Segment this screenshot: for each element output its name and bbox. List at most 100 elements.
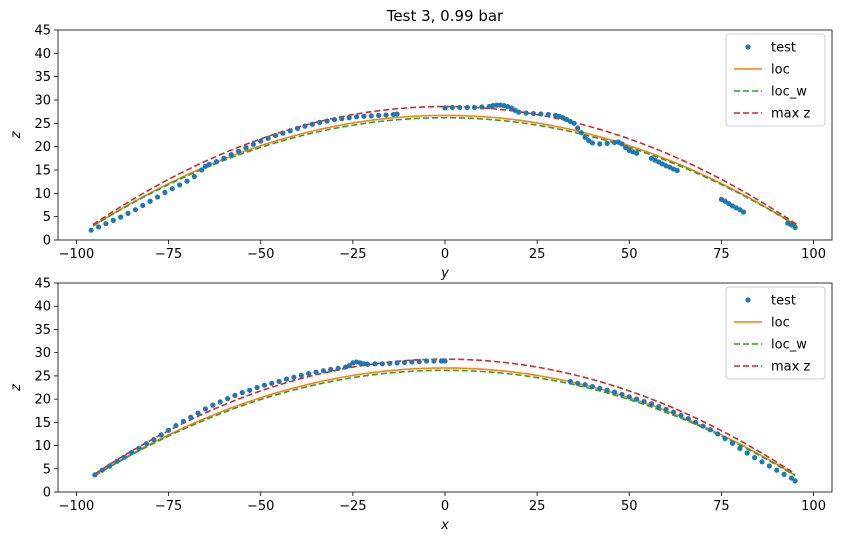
x-tick-label: −75 <box>155 499 182 514</box>
data-point <box>571 120 577 126</box>
x-tick-label: 25 <box>529 499 546 514</box>
data-point <box>766 463 772 469</box>
data-point <box>287 128 293 134</box>
y-tick-label: 15 <box>34 164 51 179</box>
x-tick-label: −25 <box>339 499 366 514</box>
y-tick-label: 5 <box>43 462 51 477</box>
data-point <box>228 152 234 158</box>
data-point <box>387 360 393 366</box>
y-tick-label: 45 <box>34 24 51 39</box>
data-point <box>523 110 529 116</box>
data-point <box>623 145 629 151</box>
data-point <box>597 385 603 392</box>
data-point <box>250 141 256 147</box>
data-point <box>626 394 632 400</box>
data-point <box>132 207 138 213</box>
data-point <box>353 114 360 120</box>
x-tick-label: 75 <box>713 247 730 262</box>
y-tick-label: 0 <box>43 486 51 501</box>
legend-marker-test <box>745 44 751 50</box>
data-point <box>715 431 721 437</box>
data-point <box>674 167 680 174</box>
data-point <box>136 445 142 451</box>
data-point <box>335 365 341 372</box>
legend-entry-label: loc_w <box>771 338 807 353</box>
y-tick-label: 30 <box>34 346 51 361</box>
data-point <box>221 155 227 161</box>
data-point <box>693 419 699 425</box>
legend-entry-label: test <box>771 41 796 56</box>
chart-title: Test 3, 0.99 bar <box>386 7 504 25</box>
data-point <box>158 432 164 438</box>
data-point <box>774 467 780 473</box>
data-point <box>376 112 382 118</box>
data-point <box>239 390 245 396</box>
data-point <box>339 116 345 122</box>
data-point <box>471 104 478 111</box>
data-point <box>634 396 640 402</box>
x-tick-label: 75 <box>713 499 730 514</box>
y-axis-label: z <box>9 130 24 139</box>
data-point <box>302 123 308 129</box>
data-point <box>737 445 743 451</box>
x-tick-label: 100 <box>801 499 826 514</box>
y-tick-label: 40 <box>34 300 51 315</box>
data-point <box>276 378 282 385</box>
data-point <box>154 194 161 200</box>
data-point <box>792 224 798 230</box>
data-point <box>431 358 437 364</box>
x-tick-label: −75 <box>155 247 182 262</box>
x-tick-label: 25 <box>529 247 546 262</box>
data-point <box>401 359 408 366</box>
data-point <box>140 202 146 209</box>
x-tick-label: 100 <box>801 247 826 262</box>
data-point <box>331 117 338 123</box>
data-point <box>700 423 706 429</box>
chart-panel-1: Test 3, 0.99 bar −100 −75 −50 −25 0 25 50 75 100 0… <box>9 7 833 281</box>
data-point <box>538 111 544 117</box>
data-point <box>744 450 750 456</box>
x-tick-label: 50 <box>621 247 638 262</box>
data-point <box>670 409 677 415</box>
x-tick-label: 50 <box>621 499 638 514</box>
data-point <box>394 111 400 117</box>
legend-entry-label: max z <box>771 107 810 122</box>
data-point <box>656 403 662 410</box>
data-point <box>582 382 588 388</box>
data-point <box>604 387 610 393</box>
data-point <box>589 140 596 146</box>
data-point <box>729 440 736 446</box>
data-point <box>129 449 135 456</box>
y-axis-label: z <box>9 383 24 392</box>
data-point <box>88 227 94 233</box>
data-point <box>177 182 183 188</box>
data-point <box>619 141 625 147</box>
data-point <box>224 396 231 402</box>
legend-entry-label: loc_w <box>771 85 807 100</box>
data-point <box>589 383 596 390</box>
data-point <box>457 104 463 111</box>
data-point <box>247 387 253 393</box>
data-point <box>272 132 279 139</box>
y-tick-label: 20 <box>34 393 51 408</box>
y-tick-label: 10 <box>34 187 51 202</box>
data-point <box>423 358 430 364</box>
data-point <box>213 159 220 165</box>
data-point <box>752 455 758 461</box>
data-point <box>394 360 400 366</box>
data-point <box>103 221 109 227</box>
plot-area <box>92 358 798 484</box>
data-point <box>99 467 105 473</box>
data-point <box>243 145 249 151</box>
data-point <box>294 125 301 132</box>
y-tick-label: 25 <box>34 369 51 384</box>
data-point <box>438 358 444 364</box>
plot-area <box>88 102 798 233</box>
data-point <box>320 368 326 374</box>
data-point <box>199 167 205 173</box>
data-point <box>759 459 765 465</box>
data-point <box>309 121 315 127</box>
data-point <box>217 399 223 405</box>
data-point <box>641 398 647 405</box>
